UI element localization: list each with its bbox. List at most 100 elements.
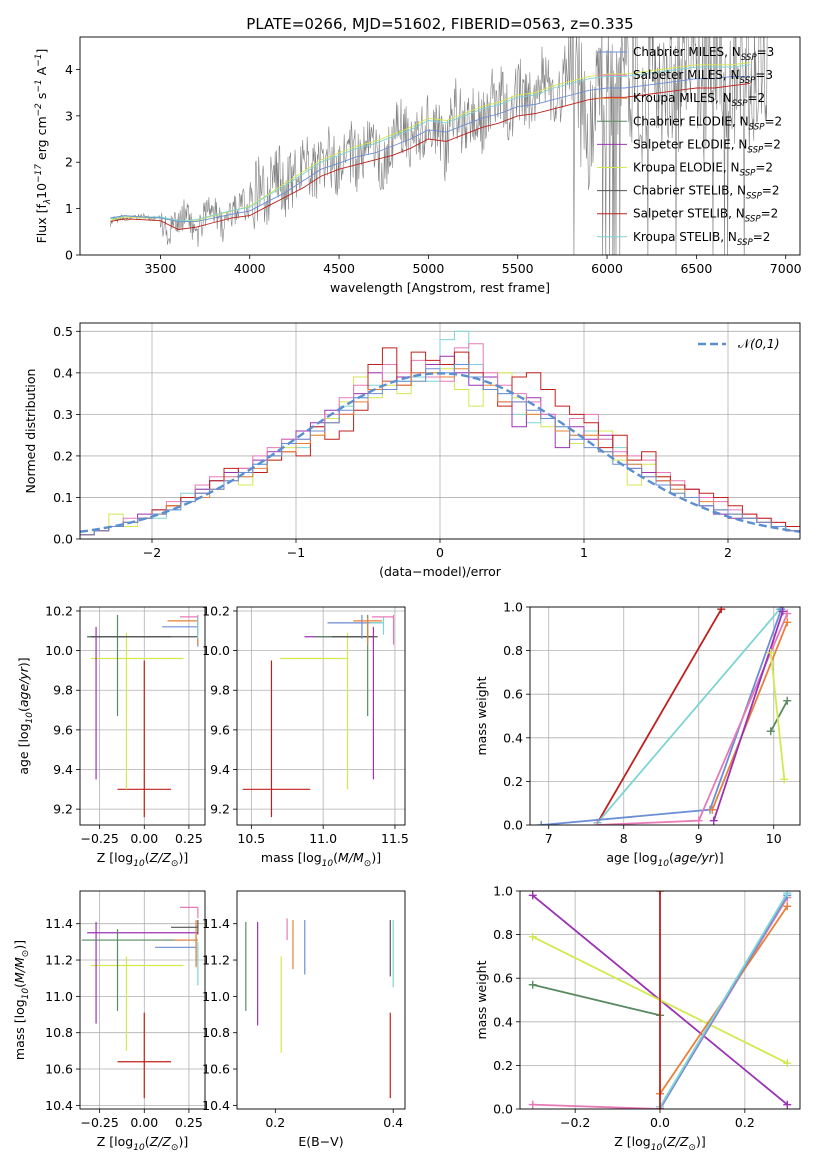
residuals-xtick-label: 1 xyxy=(580,545,588,560)
weight_vs_age-ytick-label: 0.0 xyxy=(503,818,523,833)
age_vs_mass-axes: 10.5 11.0 11.5 9.2 9.4 9.6 9.8 10.0 10.2 mass [lo… xyxy=(202,603,409,869)
spectrum-series-chabrier_miles xyxy=(110,75,750,223)
mass_vs_Z-ytick-label: 11.0 xyxy=(45,989,73,1004)
residuals-ytick-label: 0.2 xyxy=(53,448,73,463)
weight_vs_Z-ylabel: mass weight xyxy=(474,960,489,1039)
spectrum-series-kroupa_elodie xyxy=(110,62,751,223)
weight_vs_age-axes: 7 8 9 10 0.0 0.2 0.4 0.6 0.8 1.0 age [log10(age/yr… xyxy=(474,600,800,869)
age_vs_Z-ytick-label: 9.6 xyxy=(53,722,73,737)
mass_vs_Z-xtick-label: −0.25 xyxy=(80,1115,118,1130)
mass_vs_ebv-xtick-label: 0.2 xyxy=(265,1115,285,1130)
spectrum-legend: Chabrier MILES, NSSP=3 Salpeter MILES, NS… xyxy=(597,45,782,248)
legend-label-chabrier_elodie: Chabrier ELODIE, NSSP=2 xyxy=(633,114,782,132)
weight_vs_Z-plot-area xyxy=(528,891,792,1109)
weight_vs_age-ylabel: mass weight xyxy=(474,676,489,755)
spectrum-xlabel: wavelength [Angstrom, rest frame] xyxy=(330,280,550,295)
weight_vs_age-xtick-label: 8 xyxy=(620,831,628,846)
residuals-frame xyxy=(79,322,801,540)
weight_vs_age-ytick-label: 1.0 xyxy=(503,600,523,615)
age_vs_Z-frame xyxy=(79,606,206,826)
residuals-plot-area xyxy=(80,330,800,539)
spectrum-xtick-label: 4500 xyxy=(323,261,355,276)
mass_vs_ebv-ytick-label: 11.0 xyxy=(202,989,230,1004)
age_vs_mass-errorbar-chabrier_elodie xyxy=(314,614,369,716)
spectrum-ytick-label: 2 xyxy=(65,155,73,170)
residuals-ytick-label: 0.4 xyxy=(53,365,73,380)
age_vs_mass-plot-area xyxy=(242,614,395,818)
mass_vs_Z-ytick-label: 10.8 xyxy=(45,1025,73,1040)
weight_vs_Z-axes: −0.2 0.0 0.2 0.0 0.2 0.4 0.6 0.8 1.0 Z [log10(Z/Z… xyxy=(474,884,800,1153)
age_vs_mass-errorbar-kroupa_miles xyxy=(353,616,383,645)
weight_vs_Z-ytick-label: 0.2 xyxy=(493,1058,513,1073)
mass_vs_Z-errorbar-chabrier_miles xyxy=(155,934,197,966)
spectrum-ytick-label: 4 xyxy=(65,62,73,77)
legend-label-kroupa_stelib: Kroupa STELIB, NSSP=2 xyxy=(633,230,770,248)
weight_vs_age-series-kroupa_stelib xyxy=(593,607,784,825)
weight_vs_age-xtick-label: 10 xyxy=(766,831,782,846)
age_vs_mass-ytick-label: 10.2 xyxy=(202,603,230,618)
mass_vs_Z-frame xyxy=(79,890,206,1110)
mass_vs_ebv-xlabel: E(B−V) xyxy=(298,1134,343,1149)
figure-title: PLATE=0266, MJD=51602, FIBERID=0563, z=0… xyxy=(246,15,633,33)
mass_vs_Z-plot-area xyxy=(81,906,199,1099)
spectrum-series-salpeter_stelib xyxy=(110,82,751,230)
spectrum-ytick-label: 3 xyxy=(65,108,73,123)
spectrum-xtick-label: 6500 xyxy=(680,261,712,276)
weight_vs_age-ytick-label: 0.6 xyxy=(503,687,523,702)
age_vs_mass-xtick-label: 10.5 xyxy=(237,831,265,846)
weight_vs_age-series-salpeter_stelib xyxy=(593,607,726,825)
weight_vs_age-ytick-label: 0.2 xyxy=(503,774,523,789)
spectrum-ytick-label: 1 xyxy=(65,201,73,216)
residuals-normal-curve xyxy=(80,372,800,533)
mass_vs_Z-errorbar-salpeter_elodie xyxy=(87,921,198,1024)
legend-label-normal: 𝒩(0,1) xyxy=(738,336,780,351)
mass_vs_Z-ylabel: mass [log10(M/M⊙)] xyxy=(12,940,31,1060)
spectrum-xtick-label: 6000 xyxy=(591,261,623,276)
spectrum-xtick-label: 3500 xyxy=(144,261,176,276)
spectrum-plot-area xyxy=(110,37,768,255)
legend-label-kroupa_miles: Kroupa MILES, NSSP=2 xyxy=(633,91,765,109)
weight_vs_Z-ytick-label: 0.8 xyxy=(493,927,513,942)
weight_vs_age-xtick-label: 9 xyxy=(695,831,703,846)
weight_vs_age-series-chabrier_elodie xyxy=(766,696,792,736)
mass_vs_Z-errorbar-salpeter_stelib xyxy=(117,1012,172,1099)
weight_vs_age-ytick-label: 0.4 xyxy=(503,730,523,745)
spectrum-xtick-label: 7000 xyxy=(770,261,802,276)
weight_vs_Z-series-salpeter_stelib xyxy=(656,891,664,1109)
weight_vs_age-series-salpeter_elodie xyxy=(709,607,787,825)
residuals-xtick-label: 0 xyxy=(436,545,444,560)
age_vs_Z-errorbar-kroupa_elodie xyxy=(90,632,184,790)
age_vs_Z-ytick-label: 9.2 xyxy=(53,802,73,817)
mass_vs_Z-errorbar-chabrier_stelib xyxy=(171,920,199,935)
mass_vs_Z-ytick-label: 10.4 xyxy=(45,1098,73,1113)
age_vs_mass-ytick-label: 9.6 xyxy=(210,722,230,737)
legend-label-salpeter_miles: Salpeter MILES, NSSP=3 xyxy=(633,68,773,86)
weight_vs_age-series-salpeter_miles xyxy=(593,609,792,825)
age_vs_mass-errorbar-salpeter_miles xyxy=(371,614,395,645)
age_vs_mass-errorbar-kroupa_elodie xyxy=(280,632,349,790)
residuals-hist-chabrier_miles xyxy=(80,364,800,539)
weight_vs_age-series-kroupa_miles xyxy=(708,618,792,814)
mass_vs_Z-ytick-label: 11.2 xyxy=(45,953,73,968)
mass_vs_ebv-xtick-label: 0.4 xyxy=(383,1115,403,1130)
mass_vs_Z-axes: −0.25 0.00 0.25 10.4 10.6 10.8 11.0 11.2 11.4 Z [… xyxy=(12,891,205,1153)
mass_vs_Z-errorbar-kroupa_miles xyxy=(174,920,197,968)
age_vs_Z-xlabel: Z [log10(Z/Z⊙)] xyxy=(97,850,188,869)
age_vs_Z-ytick-label: 10.0 xyxy=(45,643,73,658)
weight_vs_Z-frame xyxy=(519,890,801,1110)
age_vs_mass-ytick-label: 9.8 xyxy=(210,683,230,698)
age_vs_mass-ytick-label: 9.4 xyxy=(210,762,230,777)
age_vs_Z-plot-area xyxy=(87,614,199,818)
mass_vs_Z-ytick-label: 10.6 xyxy=(45,1062,73,1077)
legend-label-salpeter_stelib: Salpeter STELIB, NSSP=2 xyxy=(633,207,778,225)
age_vs_mass-frame xyxy=(236,606,406,826)
residuals-ytick-label: 0.1 xyxy=(53,490,73,505)
legend-label-chabrier_miles: Chabrier MILES, NSSP=3 xyxy=(633,45,774,63)
mass_vs_ebv-ytick-label: 10.8 xyxy=(202,1025,230,1040)
residuals-hist-salpeter_miles xyxy=(80,343,800,539)
weight_vs_Z-xtick-label: 0.2 xyxy=(735,1115,755,1130)
age_vs_mass-ytick-label: 9.2 xyxy=(210,802,230,817)
legend-label-kroupa_elodie: Kroupa ELODIE, NSSP=2 xyxy=(633,161,773,179)
residuals-ytick-label: 0.3 xyxy=(53,407,73,422)
